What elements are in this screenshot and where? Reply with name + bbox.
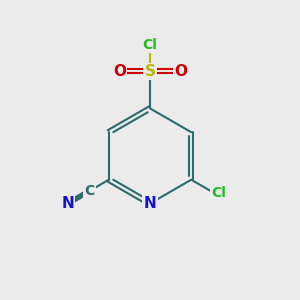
Text: Cl: Cl xyxy=(211,186,226,200)
Text: O: O xyxy=(113,64,126,79)
Text: N: N xyxy=(144,196,156,211)
Text: O: O xyxy=(174,64,187,79)
Text: Cl: Cl xyxy=(142,38,158,52)
Text: C: C xyxy=(84,184,94,198)
Text: S: S xyxy=(145,64,155,79)
Text: N: N xyxy=(61,196,74,211)
